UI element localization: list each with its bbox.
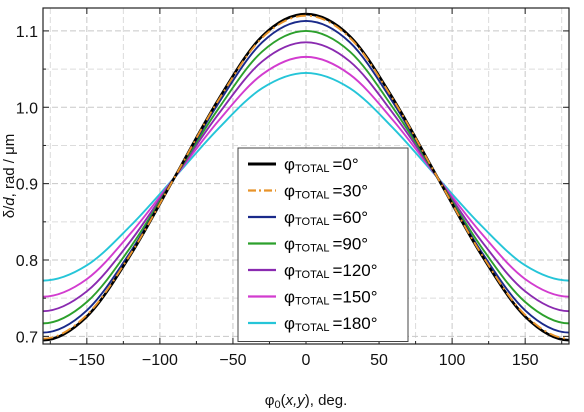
legend-entry-2: φTOTAL =60° <box>284 208 368 228</box>
y-tick-label: 0.8 <box>16 253 38 270</box>
x-tick-label: 0 <box>302 352 311 369</box>
legend-entry-6: φTOTAL =180° <box>284 314 378 334</box>
x-tick-label: 100 <box>439 352 466 369</box>
x-tick-label: 50 <box>370 352 388 369</box>
legend-entry-1: φTOTAL =30° <box>284 182 368 202</box>
legend-entry-5: φTOTAL =150° <box>284 288 378 308</box>
y-tick-label: 0.7 <box>16 329 38 346</box>
y-tick-label: 1.0 <box>16 100 38 117</box>
series-line-3 <box>42 29 570 325</box>
series-line-2 <box>42 20 570 334</box>
legend-entry-4: φTOTAL =120° <box>284 261 378 281</box>
legend-entry-3: φTOTAL =90° <box>284 235 368 255</box>
series-line-1 <box>42 14 570 340</box>
x-tick-label: −50 <box>219 352 246 369</box>
x-tick-label: −150 <box>69 352 105 369</box>
legend-box <box>237 147 409 342</box>
x-tick-label: 150 <box>512 352 539 369</box>
y-axis-label: δ/d, rad / μm <box>1 134 18 219</box>
series-line-5 <box>42 55 570 298</box>
legend: φTOTAL =0° φTOTAL =30° φTOTAL =60° φTOTAL =90° φ… <box>237 147 409 342</box>
series-line-6 <box>42 71 570 282</box>
x-tick-label: −100 <box>142 352 178 369</box>
axis-ticks: −150 −100 −50 0 50 100 150 0.7 0.8 0.9 1.0 1.1 <box>16 8 569 369</box>
y-tick-label: 0.9 <box>16 177 38 194</box>
x-axis-label: φ0(x,y), deg. <box>265 392 348 411</box>
series-lines <box>42 12 570 342</box>
y-tick-label: 1.1 <box>16 24 38 41</box>
series-line-4 <box>42 41 570 313</box>
legend-entry-0: φTOTAL =0° <box>284 155 359 175</box>
